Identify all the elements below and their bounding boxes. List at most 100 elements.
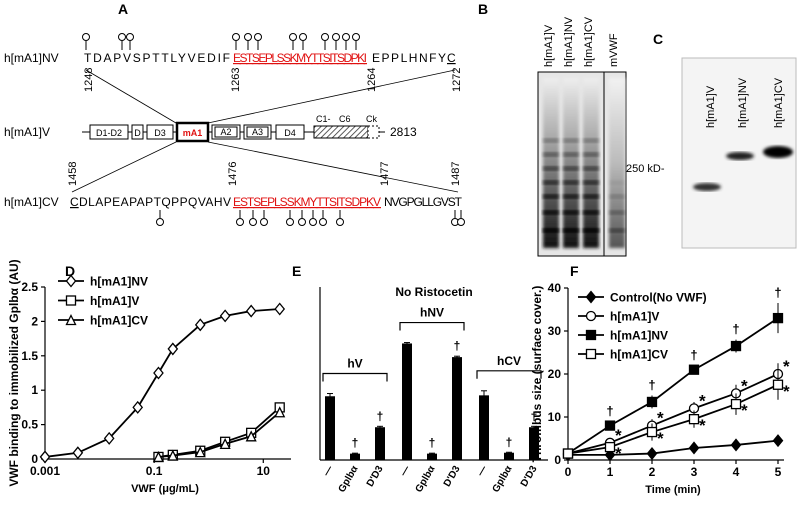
marker [730, 340, 742, 352]
significance: * [615, 426, 622, 445]
y-tick-label: 40 [548, 281, 562, 295]
marker [167, 342, 179, 356]
position: 1272 [451, 68, 463, 92]
x-tick-label: 3 [691, 465, 698, 479]
gel-lane [609, 78, 625, 248]
legend-marker [65, 274, 77, 288]
domain-label: D3 [154, 128, 166, 138]
x-axis-label: Time (min) [645, 484, 701, 496]
domain [175, 121, 210, 143]
marker [152, 450, 165, 463]
significance: † [732, 322, 739, 337]
x-tick-label: 5 [775, 465, 782, 479]
group-label: hV [347, 357, 362, 371]
glycan [352, 33, 360, 41]
legend-label: h[mA1]V [90, 294, 139, 308]
glycan-sites [82, 33, 465, 226]
x-axis-label: VWF (μg/mL) [131, 483, 199, 495]
marker [772, 434, 784, 448]
legend-label: h[mA1]V [610, 310, 659, 324]
significance: * [615, 444, 622, 463]
series-line [44, 308, 280, 458]
gel-band [563, 152, 579, 157]
y-tick-label: 0.5 [21, 418, 38, 432]
marker [132, 400, 144, 414]
gel-band [609, 180, 625, 185]
glycan [82, 33, 90, 41]
lane-label: mVWF [608, 33, 620, 67]
glycan [236, 218, 244, 226]
marker [562, 448, 574, 459]
marker [688, 364, 700, 375]
significance: * [741, 376, 748, 395]
gel-band [543, 152, 559, 157]
significance: * [699, 391, 706, 410]
series-line [158, 406, 281, 458]
gel-band [563, 180, 579, 185]
sequence: C [447, 51, 456, 65]
marker [688, 413, 700, 425]
construct-name: h[mA1]V [4, 125, 50, 139]
significance: * [657, 409, 664, 428]
x-tick-label: D'D3 [442, 464, 463, 489]
y-tick-label: 0 [31, 452, 38, 466]
marker [194, 446, 206, 458]
glycan [286, 218, 294, 226]
x-tick-label: Gplbα [491, 463, 515, 494]
y-axis-label: VWF binding to immobilized Gplbα (AU) [7, 259, 21, 486]
panel-label: F [570, 263, 579, 279]
x-tick-label: — [398, 464, 413, 478]
bar [402, 343, 412, 460]
gel-band [583, 166, 599, 171]
glycan [457, 218, 465, 226]
gel-band [583, 194, 599, 199]
significance: † [648, 378, 655, 393]
gel-band [583, 138, 599, 143]
lane-label: h[mA1]CV [773, 77, 785, 128]
legend-label: h[mA1]CV [90, 314, 148, 328]
y-tick-label: 0 [554, 453, 561, 467]
zoom-line [85, 69, 177, 124]
marker [730, 398, 742, 410]
glycan [289, 33, 297, 41]
significance: † [429, 436, 436, 450]
x-tick-label: 0.001 [30, 464, 60, 478]
lane-label: h[mA1]NV [563, 16, 575, 67]
group-label: hNV [420, 306, 444, 320]
legend-marker [585, 310, 597, 322]
sequence: C [70, 195, 79, 209]
y-axis-label: Thrombus size (surface cover.) [530, 286, 544, 463]
glycan [232, 33, 240, 41]
legend-marker [585, 348, 597, 360]
blot-band [726, 152, 754, 160]
x-tick-label: — [475, 464, 490, 478]
glycan [249, 218, 257, 226]
zoom-line [207, 69, 456, 124]
marker [274, 302, 286, 316]
glycan [126, 33, 134, 41]
sequence: EPPLHNFY [372, 51, 446, 65]
marker [646, 426, 658, 438]
marker [153, 366, 164, 380]
lane-label: h[mA1]V [543, 24, 555, 67]
position: 1248 [83, 68, 95, 92]
blot-band [763, 146, 793, 158]
domain [243, 124, 272, 140]
gel-lane [543, 78, 559, 248]
significance: † [531, 409, 538, 423]
domain [146, 124, 174, 140]
zoom-line [207, 141, 459, 193]
gel-band [563, 228, 579, 233]
glycan [156, 218, 164, 226]
position: 1477 [379, 162, 391, 186]
significance: * [783, 357, 790, 376]
x-tick-label: 2 [649, 465, 656, 479]
gel-band [583, 228, 599, 233]
bar [350, 453, 360, 460]
marker [730, 438, 742, 452]
gel-band [583, 210, 599, 215]
glycan [336, 218, 344, 226]
series-line [567, 317, 779, 455]
series-line [568, 439, 779, 456]
sequence: NVGPGLLGVST [384, 195, 463, 209]
